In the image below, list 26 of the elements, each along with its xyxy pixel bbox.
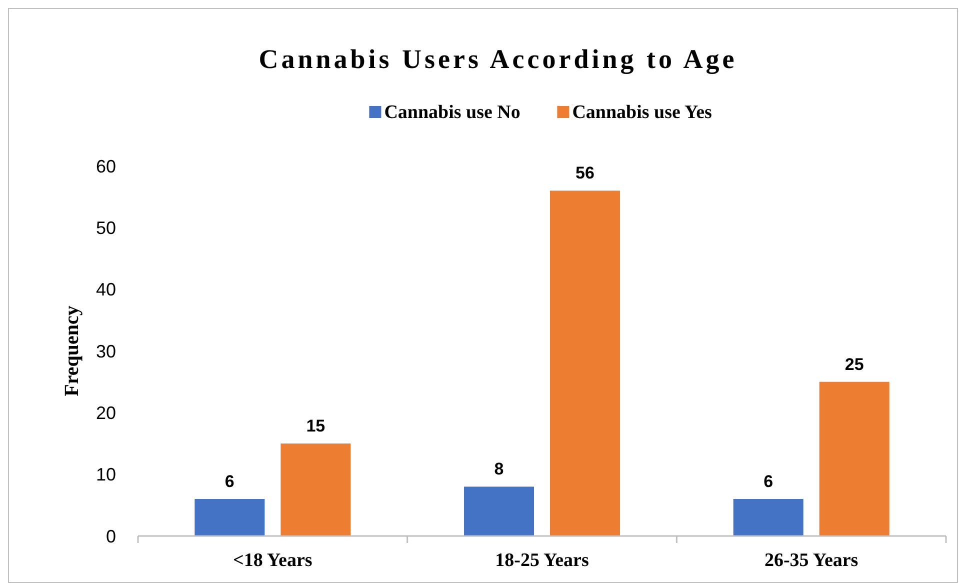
chart-title: Cannabis Users According to Age — [258, 44, 738, 74]
y-tick-label: 50 — [96, 218, 116, 238]
bar — [194, 499, 265, 536]
data-label: 56 — [576, 164, 594, 183]
x-tick-label: 26-35 Years — [764, 550, 858, 571]
y-tick-label: 40 — [96, 280, 116, 300]
data-label: 15 — [306, 416, 326, 436]
data-label: 25 — [844, 354, 864, 374]
bar — [464, 486, 534, 536]
data-label: 8 — [494, 460, 504, 479]
bar — [280, 444, 351, 536]
data-label: 6 — [224, 472, 234, 491]
y-tick-label: 60 — [96, 156, 116, 176]
bar — [733, 499, 804, 536]
bar — [550, 190, 620, 536]
y-tick-label: 0 — [106, 526, 116, 546]
data-label: 6 — [764, 472, 774, 491]
x-tick-label: 18-25 Years — [495, 550, 589, 571]
y-tick-label: 30 — [96, 341, 116, 362]
legend-label: Cannabis use Yes — [572, 102, 712, 123]
bar — [819, 382, 890, 536]
legend-label: Cannabis use No — [384, 102, 520, 123]
y-tick-label: 10 — [96, 464, 116, 485]
x-tick-label: <18 Years — [233, 550, 312, 571]
y-axis-title: Frequency — [61, 306, 83, 396]
y-tick-label: 20 — [96, 402, 116, 423]
